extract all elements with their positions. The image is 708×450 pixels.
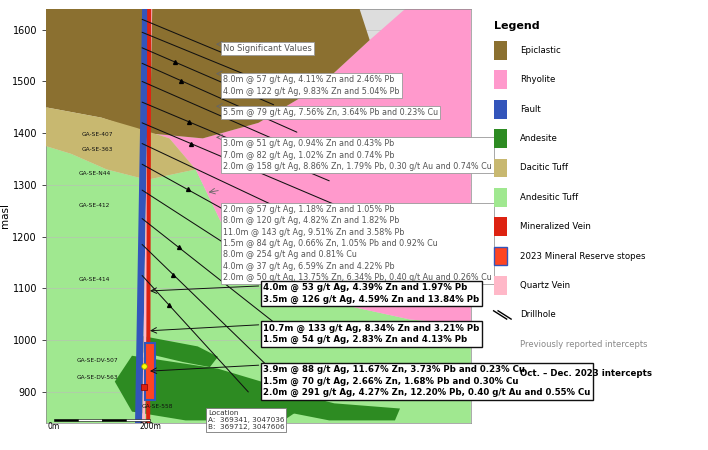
Text: Rhyolite: Rhyolite [520,75,555,84]
Text: GA-SE-558: GA-SE-558 [142,404,173,409]
Bar [493,100,507,118]
Polygon shape [115,356,309,420]
Bar [102,419,126,422]
Text: GA-SE-N44: GA-SE-N44 [79,171,110,176]
Bar [493,71,507,89]
Text: 200m: 200m [139,423,161,432]
Polygon shape [135,9,149,423]
Text: Legend: Legend [493,22,539,32]
Text: Location
A:  369341, 3047036
B:  369712, 3047606: Location A: 369341, 3047036 B: 369712, 3… [208,410,285,430]
Text: 10.7m @ 133 g/t Ag, 8.34% Zn and 3.21% Pb
1.5m @ 54 g/t Ag, 2.83% Zn and 4.13% P: 10.7m @ 133 g/t Ag, 8.34% Zn and 3.21% P… [263,324,480,344]
Text: GA-SE-414: GA-SE-414 [79,277,110,282]
Text: Drillhole: Drillhole [520,310,556,320]
Text: GA-SE-DV-563: GA-SE-DV-563 [76,375,118,380]
Text: 3.9m @ 88 g/t Ag, 11.67% Zn, 3.73% Pb and 0.23% Cu
1.5m @ 70 g/t Ag, 2.66% Zn, 1: 3.9m @ 88 g/t Ag, 11.67% Zn, 3.73% Pb an… [263,365,591,397]
Text: GA-SE-363: GA-SE-363 [81,147,113,152]
Text: Quartz Vein: Quartz Vein [520,281,570,290]
Polygon shape [46,108,195,180]
Text: 2.0m @ 57 g/t Ag, 1.18% Zn and 1.05% Pb
8.0m @ 120 g/t Ag, 4.82% Zn and 1.82% Pb: 2.0m @ 57 g/t Ag, 1.18% Zn and 1.05% Pb … [223,205,492,282]
Bar [493,159,507,177]
Text: 5.5m @ 79 g/t Ag, 7.56% Zn, 3.64% Pb and 0.23% Cu: 5.5m @ 79 g/t Ag, 7.56% Zn, 3.64% Pb and… [223,108,438,117]
Bar [78,419,102,422]
Y-axis label: masl: masl [0,203,10,229]
Polygon shape [146,9,152,423]
Text: No Significant Values: No Significant Values [223,44,312,53]
Text: Andesitic Tuff: Andesitic Tuff [520,193,578,202]
Bar [493,217,507,236]
Text: 8.0m @ 57 g/t Ag, 4.11% Zn and 2.46% Pb
4.0m @ 122 g/t Ag, 9.83% Zn and 5.04% Pb: 8.0m @ 57 g/t Ag, 4.11% Zn and 2.46% Pb … [223,75,399,96]
Bar [493,247,507,266]
Text: Mineralized Vein: Mineralized Vein [520,222,591,231]
Polygon shape [142,9,152,423]
Bar [145,343,155,400]
Text: Andesite: Andesite [520,134,558,143]
Bar [493,129,507,148]
Text: Oct. – Dec. 2023 intercepts: Oct. – Dec. 2023 intercepts [520,369,652,378]
Text: GA-SE-DV-507: GA-SE-DV-507 [76,358,118,364]
Text: Dacitic Tuff: Dacitic Tuff [520,163,568,172]
Text: 3.0m @ 51 g/t Ag, 0.94% Zn and 0.43% Pb
7.0m @ 82 g/t Ag, 1.02% Zn and 0.74% Pb
: 3.0m @ 51 g/t Ag, 0.94% Zn and 0.43% Pb … [223,140,492,171]
Bar [126,419,150,422]
Bar [54,419,78,422]
Text: Fault: Fault [520,105,541,114]
Text: Epiclastic: Epiclastic [520,46,561,55]
Polygon shape [46,146,471,423]
Text: 4.0m @ 53 g/t Ag, 4.39% Zn and 1.97% Pb
3.5m @ 126 g/t Ag, 4.59% Zn and 13.84% P: 4.0m @ 53 g/t Ag, 4.39% Zn and 1.97% Pb … [263,284,480,304]
Bar [493,276,507,295]
Polygon shape [46,9,370,139]
Text: Previously reported intercepts: Previously reported intercepts [520,340,648,349]
Text: 2023 Mineral Reserve stopes: 2023 Mineral Reserve stopes [520,252,646,261]
Text: GA-SE-412: GA-SE-412 [79,203,110,208]
Polygon shape [137,335,218,367]
Text: GA-SE-407: GA-SE-407 [81,132,113,137]
Bar [493,188,507,207]
Polygon shape [102,9,471,325]
Text: 0m: 0m [48,423,60,432]
Polygon shape [268,393,400,420]
Bar [493,41,507,60]
